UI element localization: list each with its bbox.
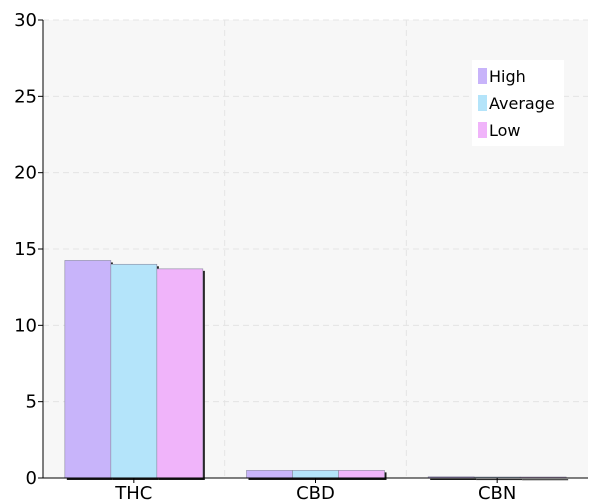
bar-low-cbd (338, 470, 385, 479)
x-tick-label: CBD (296, 483, 335, 503)
legend-swatch-high (478, 68, 487, 84)
legend: High Average Low (472, 60, 564, 146)
y-axis-ticks: 0 5 10 15 20 25 30 (14, 10, 43, 489)
bar-average-cbd (292, 470, 339, 479)
legend-box (472, 60, 564, 146)
y-tick-label: 25 (14, 86, 37, 107)
y-tick-label: 5 (26, 392, 37, 413)
bars (64, 260, 569, 481)
bar-shadow (430, 478, 477, 480)
x-tick-label: CBN (478, 483, 516, 503)
bar-high-thc (64, 260, 112, 479)
bar-average-thc (110, 263, 158, 479)
y-tick-label: 15 (14, 239, 37, 260)
legend-swatch-low (478, 122, 487, 138)
legend-label-high: High (489, 67, 526, 86)
y-tick-label: 10 (14, 315, 37, 336)
bar-high-cbd (246, 470, 293, 479)
y-tick-label: 0 (26, 468, 37, 489)
x-tick-label: THC (114, 483, 152, 503)
y-tick-label: 20 (14, 163, 37, 184)
legend-label-low: Low (489, 121, 521, 140)
legend-label-average: Average (489, 94, 555, 113)
bar-shadow (522, 479, 569, 481)
bar-low-thc (156, 268, 204, 479)
legend-swatch-average (478, 95, 487, 111)
bar-shadow (476, 479, 523, 481)
y-tick-label: 30 (14, 10, 37, 31)
x-axis-ticks: THC CBD CBN (114, 478, 516, 503)
